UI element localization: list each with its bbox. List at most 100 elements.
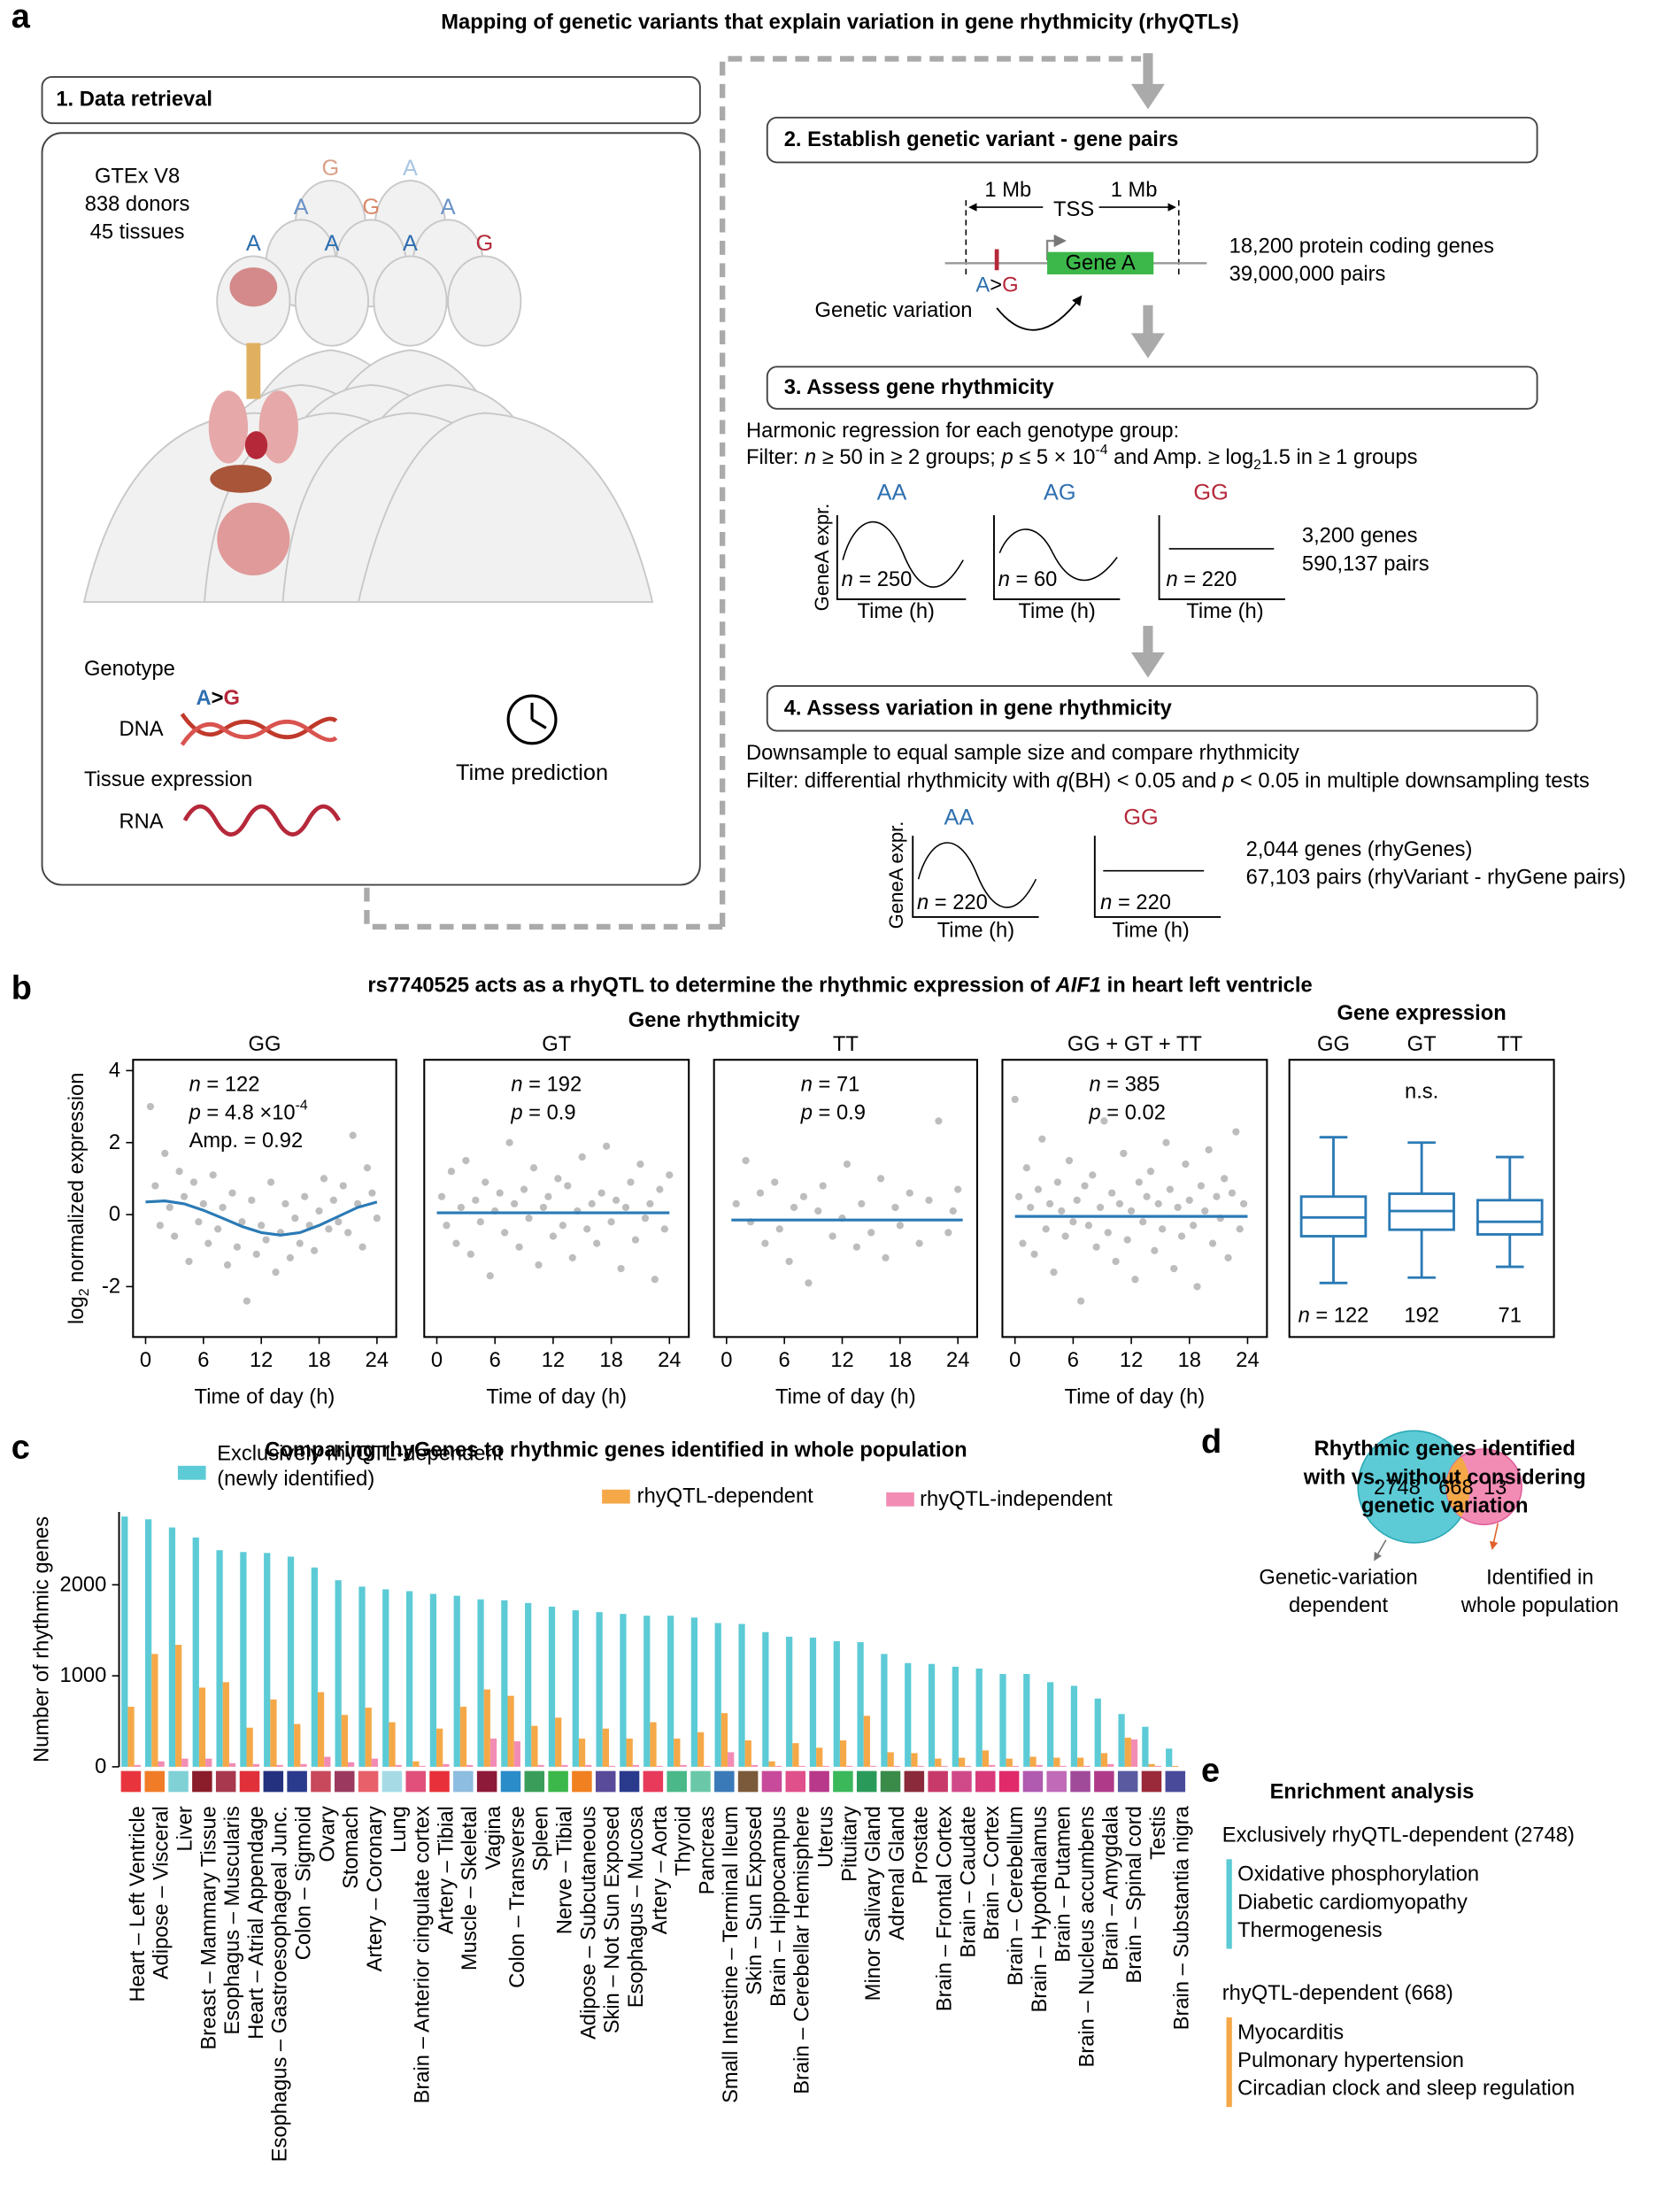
bar [436,1728,443,1767]
data-point [852,1243,860,1251]
allele: A [324,231,339,256]
data-point [204,1239,212,1247]
window-label: 1 Mb [984,179,1031,202]
tissue-color [334,1770,355,1793]
venn-label: Identified in [1486,1566,1593,1589]
data-point [1084,1222,1093,1230]
bar [656,1765,663,1767]
data-point [161,1149,169,1158]
bar [632,1764,640,1767]
data-point [896,1222,904,1230]
x-tick-label: Artery – Tibial [435,1806,458,1934]
bar [395,1764,402,1767]
data-point [320,1175,328,1183]
tissue-color [311,1770,331,1793]
data-point [262,1236,270,1244]
data-point [915,1239,923,1247]
x-tick-label: 12 [830,1349,853,1372]
data-point [819,1182,827,1190]
term: Oxidative phosphorylation [1237,1863,1479,1886]
y-tick-label: 2 [109,1131,120,1154]
data-point [156,1222,164,1230]
box [1476,1199,1544,1236]
data-point [814,1207,822,1215]
text-part: = 192 [523,1074,582,1097]
data-point [799,1192,808,1200]
text-part: 122 [1334,1305,1369,1328]
data-point [1045,1199,1054,1208]
legend-text: Exclusively rhyQTL-dependent (newly iden… [217,1441,504,1492]
data-point [175,1168,183,1176]
text-part: ≥ 50 in ≥ 2 groups; [816,446,1001,469]
x-tick-label: Ovary [316,1806,339,1862]
allele: G [223,687,239,710]
bar [1166,1748,1173,1767]
data-point [1115,1199,1124,1208]
variation-label: Genetic variation [815,299,973,322]
bar [911,1753,918,1767]
bar [704,1765,711,1767]
data-point [199,1199,207,1208]
filter-text: Filter: differential rhythmicity with q(… [746,769,1590,792]
data-point [554,1175,562,1183]
data-point [621,1203,630,1212]
category-label: TT [1497,1033,1522,1056]
text-part: = 71 [813,1074,859,1097]
data-point [1170,1264,1178,1273]
bar [168,1527,176,1767]
data-point [1120,1149,1128,1158]
tissue-color [998,1770,1020,1793]
mini-xlabel: Time (h) [1018,600,1095,623]
text-part: and Amp. ≥ log [1108,446,1254,469]
organ-illustration [208,267,298,576]
tissue-color [120,1770,142,1793]
y-tick-label: 0 [109,1203,120,1226]
bar [738,1623,745,1767]
data-point [1042,1225,1050,1233]
annotation: n = 71 [801,1074,860,1097]
tissue-color [476,1770,497,1793]
data-point [790,1203,798,1212]
data-point [1213,1192,1221,1200]
x-tick-label: Skin – Sun Exposed [744,1806,767,1995]
x-tick-label: Minor Salivary Gland [862,1806,885,2001]
bar [744,1740,751,1767]
text-part: n [801,1074,813,1097]
bar [134,1764,141,1767]
text-part: n [1090,1074,1101,1097]
bar [489,1739,497,1767]
bar [1107,1763,1114,1767]
x-tick-label: Small Intestine – Terminal Ileum [720,1806,743,2103]
tissue-color [643,1770,664,1793]
text-part: Filter: [746,446,805,469]
data-point [828,1232,836,1240]
bar [145,1519,152,1767]
text-part: n [805,446,816,469]
data-point [775,1225,783,1233]
venn-count: 2748 [1374,1477,1421,1500]
text-part: (BH) < 0.05 and [1067,769,1222,792]
data-point [1146,1168,1155,1176]
text-part: 2 [77,1289,92,1297]
bar [1060,1765,1067,1767]
allele: A [196,687,211,710]
text-part: p [1221,769,1234,792]
bar [1070,1685,1078,1767]
data-point [301,1192,309,1200]
text-part: 1.5 in ≥ 1 groups [1261,446,1418,469]
data-point [466,1250,474,1258]
bar [389,1722,396,1767]
data-point [631,1236,640,1244]
mini-xlabel: Time (h) [1112,920,1189,943]
bar [192,1537,199,1767]
x-tick-label: 6 [779,1349,790,1372]
data-point [756,1189,765,1197]
variant-label: A>G [975,274,1018,297]
data-point [1131,1276,1139,1284]
tissue-color [1046,1770,1067,1793]
bar [371,1758,379,1767]
data-point [281,1199,289,1208]
data-point [935,1117,943,1125]
bar [626,1739,633,1767]
